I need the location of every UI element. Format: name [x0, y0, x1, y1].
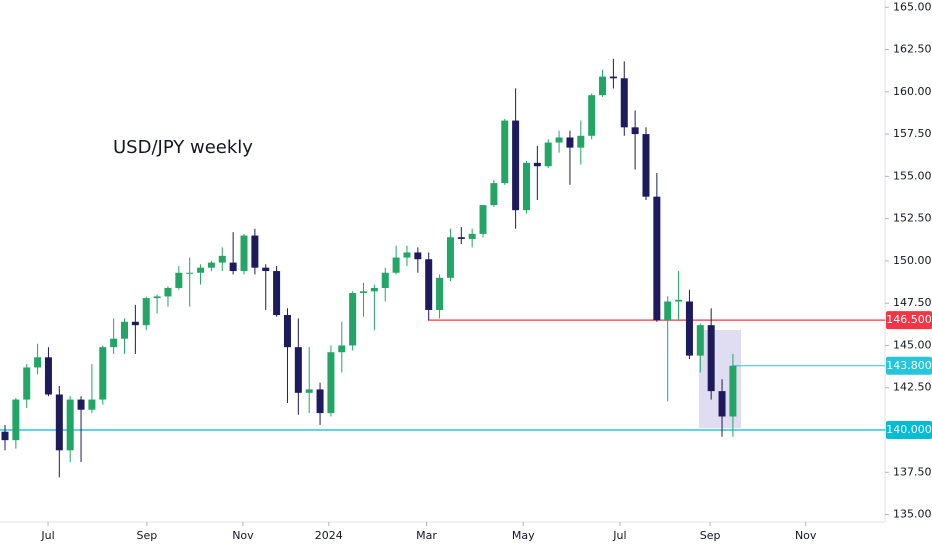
candle-body: [175, 272, 183, 288]
x-tick-label: May: [512, 529, 535, 542]
candle-body: [349, 293, 357, 346]
candle-body: [599, 76, 607, 96]
y-tick-label: 160.000: [893, 85, 932, 98]
y-tick-label: 150.000: [893, 254, 932, 267]
candle-body: [696, 325, 704, 356]
y-tick-label: 135.000: [893, 508, 932, 521]
level-label-box: [886, 356, 932, 375]
candle-body: [338, 345, 346, 353]
candle-body: [468, 233, 476, 239]
candle-body: [577, 135, 585, 148]
candle-body: [446, 237, 454, 278]
candle-body: [283, 315, 291, 348]
x-tick-label: Jul: [40, 529, 54, 542]
candle-body: [262, 267, 270, 272]
candle-body: [457, 237, 465, 239]
candle-body: [436, 277, 444, 310]
candle-body: [707, 325, 715, 392]
candle-body: [1, 431, 9, 441]
candle-body: [88, 399, 96, 410]
candle-body: [316, 389, 324, 414]
candle-body: [609, 76, 617, 79]
candle-body: [273, 271, 281, 316]
x-tick-label: Nov: [795, 529, 817, 542]
candle-body: [77, 399, 85, 410]
candle-body: [490, 183, 498, 206]
candle-body: [664, 301, 672, 321]
candle-body: [110, 338, 118, 348]
candle-body: [360, 291, 368, 294]
candle-body: [544, 142, 552, 167]
level-label-box: [886, 421, 932, 440]
level-label: 146.500: [886, 313, 932, 326]
level-label: 140.000: [886, 423, 932, 436]
candle-body: [131, 321, 139, 326]
candle-body: [44, 357, 52, 395]
x-tick-label: Jul: [612, 529, 626, 542]
y-tick-label: 165.000: [893, 0, 932, 13]
candle-body: [566, 137, 574, 148]
candle-body: [642, 134, 650, 197]
candle-body: [197, 267, 205, 273]
candle-body: [66, 399, 74, 451]
candle-body: [414, 252, 422, 260]
candle-body: [588, 95, 596, 136]
candle-body: [533, 162, 541, 167]
candle-body: [251, 235, 259, 268]
candle-body: [392, 257, 400, 273]
candle-body: [34, 357, 42, 368]
candle-body: [381, 272, 389, 288]
x-tick-label: Sep: [137, 529, 158, 542]
candle-body: [153, 296, 161, 299]
y-tick-label: 145.000: [893, 338, 932, 351]
candle-body: [327, 352, 335, 414]
candle-body: [229, 262, 237, 272]
candle-body: [479, 205, 487, 234]
y-tick-label: 155.000: [893, 169, 932, 182]
level-label: 143.800: [886, 359, 932, 372]
candle-body: [729, 365, 737, 417]
y-tick-label: 147.500: [893, 296, 932, 309]
candle-body: [555, 137, 563, 143]
candle-body: [99, 347, 107, 400]
annotation: USD/JPY weekly: [113, 137, 253, 158]
candle-body: [512, 120, 520, 211]
y-tick-label: 137.500: [893, 465, 932, 478]
y-tick-label: 152.500: [893, 212, 932, 225]
candle-body: [164, 287, 172, 297]
candle-body: [370, 287, 378, 292]
y-tick-label: 162.500: [893, 43, 932, 56]
level-label-box: [886, 311, 932, 330]
candle-body: [631, 127, 639, 135]
candle-body: [675, 299, 683, 302]
candle-body: [425, 259, 433, 310]
candle-body: [121, 321, 129, 339]
x-tick-label: Mar: [416, 529, 437, 542]
y-tick-label: 157.500: [893, 127, 932, 140]
candle-body: [653, 196, 661, 321]
candle-body: [207, 262, 215, 268]
candle-body: [685, 301, 693, 356]
candle-body: [403, 252, 411, 258]
candle-body: [305, 389, 313, 393]
candle-body: [142, 298, 150, 326]
x-tick-label: 2024: [315, 529, 343, 542]
x-tick-label: Sep: [700, 529, 721, 542]
candle-body: [55, 394, 63, 451]
candle-body: [718, 391, 726, 417]
y-tick-label: 142.500: [893, 381, 932, 394]
candle-body: [218, 255, 226, 263]
candle-body: [294, 347, 302, 393]
candle-body: [186, 272, 194, 274]
x-tick-label: Nov: [232, 529, 254, 542]
candle-body: [23, 367, 31, 400]
candle-body: [12, 399, 20, 441]
candle-body: [240, 235, 248, 272]
candle-body: [501, 120, 509, 184]
candle-body: [620, 78, 628, 128]
candle-body: [522, 162, 530, 211]
